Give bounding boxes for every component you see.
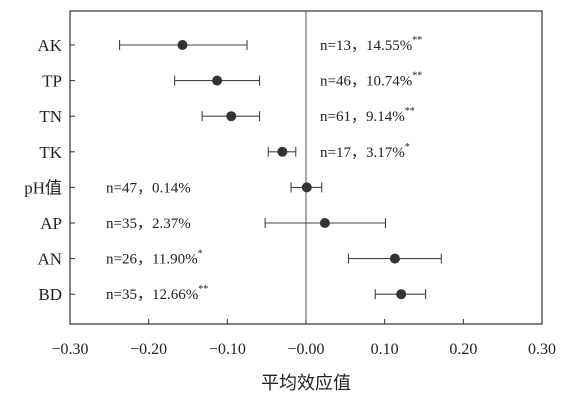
x-tick-label: 0.30 [528,341,556,358]
significance-marker: ** [405,106,415,117]
x-tick-label: −0.00 [287,341,324,358]
y-tick-label: AK [37,36,62,55]
effect-size-row [174,75,261,86]
y-tick-label: AN [37,250,62,269]
mean-effect-point [396,289,407,300]
mean-effect-point [389,253,400,264]
mean-effect-point [301,182,312,193]
y-tick-label: pH值 [24,178,62,197]
x-tick-label: −0.30 [51,341,88,358]
y-tick-label: AP [40,214,62,233]
mean-effect-point [226,111,237,122]
effect-size-row [201,111,261,122]
mean-effect-point [277,146,288,157]
point-annotation: n=61，9.14%** [320,106,415,125]
effect-size-row [347,253,442,264]
point-annotation: n=35，2.37% [106,216,191,232]
y-tick-label: TN [39,107,62,126]
x-axis-label: 平均效应值 [261,373,351,393]
effect-size-row [267,146,297,157]
significance-marker: ** [198,284,208,295]
significance-marker: ** [412,35,422,46]
y-tick-label: BD [38,285,62,304]
x-tick-label: −0.10 [209,341,246,358]
point-annotation: n=35，12.66%** [106,284,208,303]
mean-effect-point [319,218,330,228]
x-tick-label: 0.20 [449,341,477,358]
mean-effect-point [177,40,188,50]
y-tick-label: TP [42,72,62,91]
effect-size-row [374,289,427,300]
significance-marker: * [198,249,203,260]
effect-size-row [264,218,387,228]
point-annotation: n=13，14.55%** [320,35,422,54]
x-tick-label: −0.20 [130,341,167,358]
point-annotation: n=26，11.90%* [106,249,203,268]
point-annotation: n=47，0.14% [106,180,191,196]
effect-size-row [119,40,248,50]
point-annotation: n=46，10.74%** [320,71,422,90]
significance-marker: ** [412,71,422,82]
mean-effect-point [212,75,223,86]
x-tick-label: 0.10 [371,341,399,358]
point-annotation: n=17，3.17%* [320,142,410,161]
effect-size-row [290,182,323,193]
y-tick-label: TK [39,143,62,162]
significance-marker: * [405,142,410,153]
